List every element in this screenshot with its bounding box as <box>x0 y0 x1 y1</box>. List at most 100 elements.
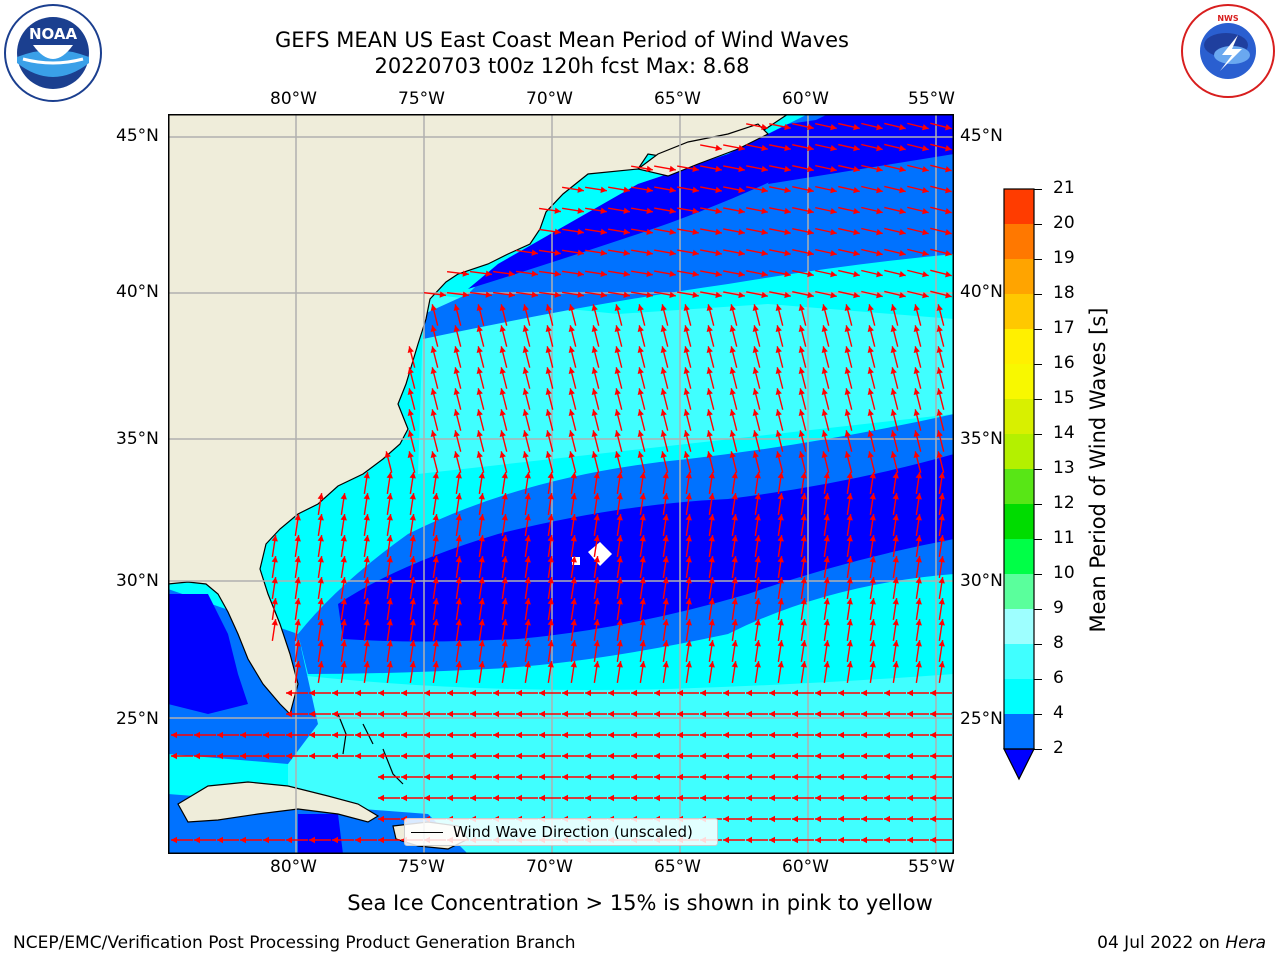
wind-arrow <box>700 165 722 173</box>
wind-arrow <box>539 207 561 214</box>
wind-arrow <box>930 122 952 131</box>
wind-arrow <box>890 430 899 452</box>
wind-arrow <box>729 367 738 389</box>
wind-arrow <box>754 514 761 536</box>
lon-label-top-5: 55°W <box>908 89 955 109</box>
wind-arrow <box>677 794 699 802</box>
wind-arrow <box>401 710 423 718</box>
region-caribbean-dark <box>298 814 343 854</box>
wind-arrow <box>884 773 906 781</box>
wind-arrow <box>570 598 577 620</box>
wind-arrow <box>453 388 462 410</box>
wind-arrow <box>892 493 899 515</box>
wind-arrow <box>746 144 768 152</box>
wind-arrow <box>867 388 876 410</box>
lat-label-right-1: 40°N <box>960 282 1003 302</box>
wind-arrow <box>547 493 554 515</box>
wind-arrow <box>286 752 308 760</box>
wind-arrow <box>631 228 653 236</box>
land-bahamas <box>337 713 404 785</box>
wind-arrow <box>286 710 308 718</box>
wind-arrow <box>424 710 446 718</box>
wind-arrow <box>723 207 745 215</box>
wind-arrow <box>777 640 784 662</box>
wind-arrow <box>660 409 669 431</box>
wind-arrow <box>478 640 485 662</box>
wind-arrow <box>731 598 738 620</box>
wind-arrow <box>798 304 807 326</box>
wind-arrow <box>861 836 883 844</box>
wind-arrow <box>685 535 692 557</box>
wind-arrow <box>424 689 446 697</box>
wind-arrow <box>838 752 860 760</box>
wind-arrow <box>930 269 952 278</box>
wind-arrow <box>378 773 400 781</box>
wind-arrow <box>800 640 807 662</box>
wind-arrow <box>838 815 860 823</box>
wind-arrow <box>453 325 462 347</box>
wind-arrow <box>846 535 853 557</box>
wind-arrow <box>915 514 922 536</box>
wind-arrow <box>570 577 577 599</box>
wind-arrow <box>677 207 699 215</box>
wind-arrow <box>938 556 945 578</box>
wind-arrow <box>654 773 676 781</box>
wind-arrow <box>478 493 485 515</box>
wind-arrow <box>884 185 906 194</box>
wind-arrow <box>677 249 699 257</box>
wind-arrow <box>453 430 462 452</box>
wind-arrow <box>907 710 929 718</box>
wind-arrow <box>708 493 715 515</box>
wind-arrow <box>309 752 331 760</box>
wind-arrow <box>815 752 837 760</box>
wind-arrow <box>838 122 860 131</box>
wind-arrow <box>562 752 584 760</box>
island-patch <box>588 542 612 566</box>
colorbar-tick-label: 6 <box>1053 668 1064 688</box>
colorbar-tick-label: 16 <box>1053 353 1075 373</box>
wind-arrow <box>378 731 400 739</box>
wind-arrow <box>792 752 814 760</box>
wind-arrow <box>631 689 653 697</box>
wind-arrow <box>271 619 278 641</box>
wind-arrow <box>660 367 669 389</box>
wind-arrow <box>660 304 669 326</box>
wind-arrow <box>608 228 630 235</box>
wind-arrow <box>890 409 899 431</box>
wind-arrow <box>907 227 929 236</box>
wind-arrow <box>792 731 814 739</box>
wind-arrow <box>884 248 906 257</box>
wind-arrow <box>432 514 439 536</box>
wind-arrow <box>614 346 623 368</box>
wind-arrow <box>616 556 623 578</box>
wind-arrow <box>430 325 439 347</box>
wind-arrow <box>585 710 607 718</box>
wind-arrow <box>355 731 377 739</box>
wind-arrow <box>591 409 600 431</box>
wind-arrow <box>616 577 623 599</box>
wind-arrow <box>746 836 768 844</box>
wind-arrow <box>593 619 600 641</box>
wind-arrow <box>746 689 768 697</box>
wind-arrow <box>654 270 676 278</box>
wind-arrow <box>637 430 646 452</box>
wind-arrow <box>432 598 439 620</box>
wind-arrow <box>861 815 883 823</box>
wind-arrow <box>340 619 347 641</box>
wind-arrow <box>907 794 929 802</box>
lon-label-bottom-1: 75°W <box>398 857 445 877</box>
lon-label-top-4: 60°W <box>782 89 829 109</box>
wind-arrow <box>654 207 676 215</box>
wind-arrow <box>570 535 577 557</box>
wind-arrow <box>430 367 439 389</box>
wind-arrow <box>892 577 899 599</box>
wind-arrow <box>317 514 324 536</box>
wind-arrow <box>913 304 922 326</box>
wind-arrow <box>746 291 768 299</box>
wind-arrow <box>700 731 722 739</box>
wind-arrow <box>453 346 462 368</box>
wind-arrow <box>800 577 807 599</box>
wind-arrow <box>547 619 554 641</box>
wind-arrow <box>775 409 784 431</box>
wind-arrow <box>545 304 554 326</box>
